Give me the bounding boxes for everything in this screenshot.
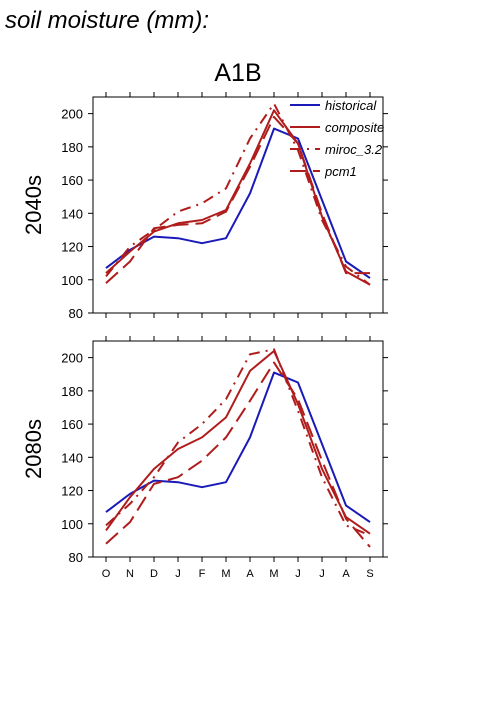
- y-tick-label: 80: [69, 550, 83, 565]
- x-tick-label: A: [342, 568, 350, 580]
- scenario-title: A1B: [214, 59, 261, 87]
- legend: historical composite miroc_3.2 pcm1: [290, 98, 384, 179]
- legend-label: historical: [325, 98, 377, 113]
- x-tick-label: M: [269, 568, 278, 580]
- y-tick-label: 200: [61, 107, 83, 122]
- legend-label: miroc_3.2: [325, 142, 383, 157]
- series-line-composite: [105, 350, 371, 535]
- x-tick-label: M: [221, 568, 230, 580]
- series-line-pcm1: [105, 115, 370, 284]
- series-line-miroc-3-2: [105, 102, 371, 286]
- x-tick-label: N: [126, 568, 134, 580]
- y-tick-label: 160: [61, 173, 83, 188]
- series-line-historical: [105, 371, 371, 523]
- panel-2040s: 80 100 120 140 160 180 200 2040s historical compo…: [21, 92, 388, 321]
- y-tick-label: 180: [61, 140, 83, 155]
- plot-frame: [92, 96, 384, 314]
- x-tick-label: J: [295, 568, 301, 580]
- x-tick-label: J: [175, 568, 181, 580]
- panels: 80 100 120 140 160 180 200 2040s historical compo…: [21, 92, 388, 580]
- x-tick-label: J: [319, 568, 325, 580]
- x-tick-label: A: [246, 568, 254, 580]
- x-tick-label: F: [199, 568, 206, 580]
- y-tick-label: 100: [61, 273, 83, 288]
- row-label: 2040s: [21, 175, 46, 235]
- y-tick-label: 200: [61, 351, 83, 366]
- plot-frame: [92, 340, 384, 558]
- legend-label: pcm1: [324, 164, 357, 179]
- figure-title: soil moisture (mm):: [5, 7, 209, 34]
- x-tick-label: D: [150, 568, 158, 580]
- x-tick-label: S: [366, 568, 373, 580]
- y-tick-label: 160: [61, 417, 83, 432]
- x-tick-label: O: [102, 568, 111, 580]
- y-tick-label: 180: [61, 384, 83, 399]
- series-line-historical: [105, 127, 371, 279]
- y-tick-label: 140: [61, 450, 83, 465]
- y-tick-label: 140: [61, 206, 83, 221]
- y-tick-label: 120: [61, 240, 83, 255]
- series-line-composite: [105, 109, 371, 286]
- legend-label: composite: [325, 120, 384, 135]
- row-label: 2080s: [21, 419, 46, 479]
- series-line-miroc-3-2: [105, 348, 371, 537]
- y-tick-label: 120: [61, 484, 83, 499]
- y-tick-label: 100: [61, 517, 83, 532]
- series-line-pcm1: [105, 361, 371, 548]
- y-tick-label: 80: [69, 306, 83, 321]
- panel-2080s: 80 100 120 140 160 180 200 O N D J F M A M J J A S 2080s: [21, 336, 388, 580]
